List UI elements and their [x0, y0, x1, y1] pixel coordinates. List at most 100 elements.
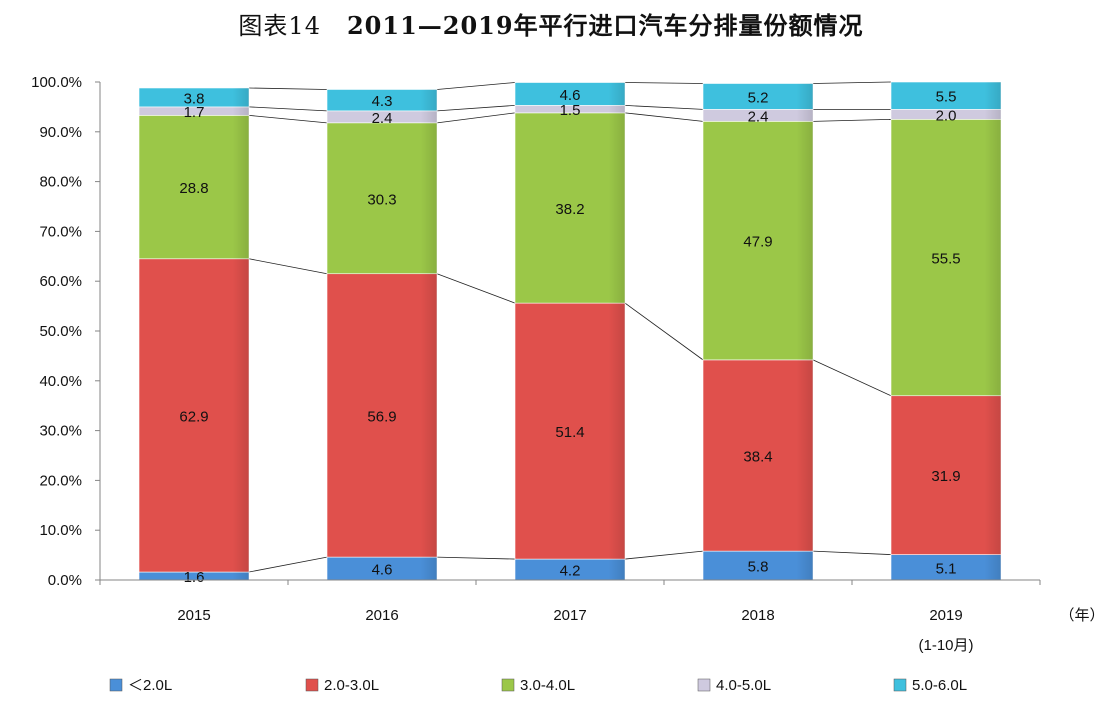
- bar-segment-shade: [139, 106, 249, 116]
- y-tick-label: 100.0%: [31, 74, 82, 91]
- legend-swatch: [501, 678, 515, 692]
- x-axis-unit-label: （年）: [1059, 607, 1102, 624]
- data-label: 55.5: [931, 251, 960, 268]
- bar-segment-shade: [703, 359, 813, 552]
- legend-label: 4.0-5.0L: [716, 677, 771, 694]
- y-tick-label: 90.0%: [39, 124, 82, 141]
- series-connector-line: [812, 81, 892, 84]
- series-connector-lines: [248, 81, 892, 573]
- legend-swatch: [697, 678, 711, 692]
- legend: ＜2.0L 2.0-3.0L 3.0-4.0L 4.0-5.0L 5.0-6.0L: [109, 677, 967, 694]
- bar-segment-shade: [703, 121, 813, 360]
- data-label: 4.2: [560, 563, 581, 580]
- y-tick-label: 20.0%: [39, 472, 82, 489]
- data-label: 1.5: [560, 102, 581, 119]
- bar-segment-shade: [515, 303, 625, 560]
- legend-label: 5.0-6.0L: [912, 677, 967, 694]
- y-tick-label: 80.0%: [39, 174, 82, 191]
- bar-segment-shade: [515, 105, 625, 113]
- series-connector-line: [248, 556, 328, 573]
- y-axis: 0.0% 10.0% 20.0% 30.0% 40.0% 50.0% 60.0% 70.0% 8…: [31, 74, 101, 589]
- data-label: 38.2: [555, 201, 584, 218]
- bar-segment-shade: [891, 82, 1001, 110]
- y-tick-label: 0.0%: [48, 572, 82, 589]
- bar-segment-shade: [139, 87, 249, 107]
- data-label: 31.9: [931, 468, 960, 485]
- bar-segment-shade: [515, 82, 625, 106]
- data-label: 30.3: [367, 191, 396, 208]
- bar-segment-shade: [515, 112, 625, 304]
- series-connector-line: [436, 82, 516, 90]
- series-connector-line: [624, 550, 704, 560]
- data-label: 4.3: [372, 93, 393, 110]
- legend-swatch: [305, 678, 319, 692]
- legend-label: 2.0-3.0L: [324, 677, 379, 694]
- data-label: 1.7: [184, 104, 205, 121]
- legend-label: 3.0-4.0L: [520, 677, 575, 694]
- data-label: 5.5: [936, 89, 957, 106]
- series-connector-line: [248, 258, 328, 275]
- bar-segment-shade: [703, 551, 813, 580]
- bar-segment-shade: [139, 115, 249, 259]
- series-connector-line: [624, 112, 704, 122]
- data-label: 62.9: [179, 408, 208, 425]
- series-connector-line: [624, 82, 704, 84]
- x-axis: 2015 2016 2017 2018 2019 (1-10月) （年）: [99, 579, 1102, 654]
- x-category-label: 2019: [929, 607, 962, 624]
- data-label: 2.4: [748, 108, 769, 125]
- chart-title: 图表14 2011—2019年平行进口汽车分排量份额情况: [0, 6, 1102, 41]
- x-category-label: 2015: [177, 607, 210, 624]
- bar-segment-shade: [327, 110, 437, 123]
- series-connector-line: [436, 112, 516, 124]
- figure-label: 图表14: [238, 12, 321, 40]
- bar-segment-shade: [891, 109, 1001, 120]
- legend-label: ＜2.0L: [128, 677, 172, 694]
- series-connector-line: [436, 273, 516, 304]
- series-connector-line: [812, 118, 892, 122]
- series-connector-line: [624, 302, 704, 361]
- data-label: 38.4: [743, 449, 772, 466]
- data-label: 2.0: [936, 107, 957, 124]
- bar-segment-shade: [703, 109, 813, 122]
- series-connector-line: [624, 105, 704, 110]
- data-label: 47.9: [743, 234, 772, 251]
- series-connector-line: [812, 359, 892, 397]
- x-category-label: 2017: [553, 607, 586, 624]
- data-label: 51.4: [555, 424, 584, 441]
- bar-segment-shade: [891, 554, 1001, 580]
- y-tick-label: 40.0%: [39, 373, 82, 390]
- y-tick-label: 30.0%: [39, 423, 82, 440]
- series-connector-line: [812, 550, 892, 556]
- y-tick-label: 60.0%: [39, 273, 82, 290]
- bar-segment-shade: [891, 395, 1001, 555]
- data-label: 3.8: [184, 90, 205, 107]
- series-connector-line: [248, 87, 328, 90]
- bar-segment-shade: [327, 89, 437, 111]
- series-connector-line: [436, 556, 516, 560]
- data-label: 28.8: [179, 180, 208, 197]
- y-tick-label: 10.0%: [39, 522, 82, 539]
- series-connector-line: [436, 105, 516, 112]
- data-labels: 1.662.928.81.73.84.656.930.32.44.34.251.…: [179, 87, 960, 586]
- series-connector-line: [248, 114, 328, 124]
- main-title: 2011—2019年平行进口汽车分排量份额情况: [346, 11, 864, 40]
- data-label: 4.6: [560, 87, 581, 104]
- bar-segment-shade: [515, 559, 625, 580]
- bar-segment-shade: [327, 273, 437, 558]
- bar-segment-shade: [703, 83, 813, 110]
- data-label: 2.4: [372, 110, 393, 127]
- data-label: 4.6: [372, 562, 393, 579]
- x-category-label: 2016: [365, 607, 398, 624]
- data-label: 1.6: [184, 569, 205, 586]
- bar-segment-shade: [327, 557, 437, 580]
- data-label: 5.1: [936, 560, 957, 577]
- x-category-sublabel: (1-10月): [918, 637, 973, 654]
- bars: [138, 81, 1002, 581]
- data-label: 5.2: [748, 89, 769, 106]
- bar-segment-shade: [891, 119, 1001, 396]
- series-connector-line: [248, 106, 328, 112]
- bar-segment-shade: [327, 122, 437, 274]
- y-tick-label: 70.0%: [39, 223, 82, 240]
- data-label: 5.8: [748, 559, 769, 576]
